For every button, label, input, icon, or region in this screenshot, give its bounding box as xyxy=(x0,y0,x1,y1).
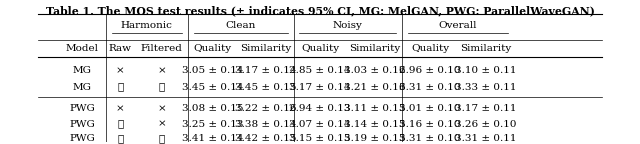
Text: ✓: ✓ xyxy=(117,134,124,143)
Text: Quality: Quality xyxy=(411,44,449,53)
Text: ✓: ✓ xyxy=(117,83,124,92)
Text: 3.16 ± 0.10: 3.16 ± 0.10 xyxy=(399,120,461,128)
Text: PWG: PWG xyxy=(69,134,95,143)
Text: PWG: PWG xyxy=(69,120,95,128)
Text: ✓: ✓ xyxy=(158,83,164,92)
Text: 3.05 ± 0.14: 3.05 ± 0.14 xyxy=(182,66,244,75)
Text: 3.07 ± 0.14: 3.07 ± 0.14 xyxy=(289,120,351,128)
Text: ×: × xyxy=(157,120,166,128)
Text: ✓: ✓ xyxy=(158,134,164,143)
Text: 3.01 ± 0.10: 3.01 ± 0.10 xyxy=(399,104,461,113)
Text: 3.22 ± 0.16: 3.22 ± 0.16 xyxy=(235,104,296,113)
Text: PWG: PWG xyxy=(69,104,95,113)
Text: Similarity: Similarity xyxy=(349,44,400,53)
Text: 3.17 ± 0.14: 3.17 ± 0.14 xyxy=(289,83,351,92)
Text: 3.17 ± 0.11: 3.17 ± 0.11 xyxy=(455,104,516,113)
Text: 3.25 ± 0.13: 3.25 ± 0.13 xyxy=(182,120,244,128)
Text: 3.03 ± 0.16: 3.03 ± 0.16 xyxy=(344,66,405,75)
Text: Filtered: Filtered xyxy=(141,44,182,53)
Text: Similarity: Similarity xyxy=(460,44,511,53)
Text: ×: × xyxy=(116,104,125,113)
Text: 2.85 ± 0.14: 2.85 ± 0.14 xyxy=(289,66,351,75)
Text: 3.21 ± 0.16: 3.21 ± 0.16 xyxy=(344,83,405,92)
Text: Noisy: Noisy xyxy=(333,21,363,30)
Text: 3.31 ± 0.10: 3.31 ± 0.10 xyxy=(399,134,461,143)
Text: Quality: Quality xyxy=(301,44,339,53)
Text: Similarity: Similarity xyxy=(240,44,291,53)
Text: 3.11 ± 0.15: 3.11 ± 0.15 xyxy=(344,104,405,113)
Text: Harmonic: Harmonic xyxy=(121,21,173,30)
Text: 3.15 ± 0.15: 3.15 ± 0.15 xyxy=(289,134,351,143)
Text: Raw: Raw xyxy=(109,44,132,53)
Text: 3.33 ± 0.11: 3.33 ± 0.11 xyxy=(455,83,516,92)
Text: 3.19 ± 0.15: 3.19 ± 0.15 xyxy=(344,134,405,143)
Text: 3.31 ± 0.11: 3.31 ± 0.11 xyxy=(455,134,516,143)
Text: 3.17 ± 0.14: 3.17 ± 0.14 xyxy=(235,66,296,75)
Text: 2.96 ± 0.10: 2.96 ± 0.10 xyxy=(399,66,461,75)
Text: 3.31 ± 0.10: 3.31 ± 0.10 xyxy=(399,83,461,92)
Text: Model: Model xyxy=(66,44,99,53)
Text: 3.42 ± 0.15: 3.42 ± 0.15 xyxy=(235,134,296,143)
Text: ×: × xyxy=(157,66,166,75)
Text: Quality: Quality xyxy=(194,44,232,53)
Text: ✓: ✓ xyxy=(117,120,124,128)
Text: Table 1. The MOS test results (± indicates 95% CI, MG: MelGAN, PWG: ParallelWave: Table 1. The MOS test results (± indicat… xyxy=(45,5,595,16)
Text: MG: MG xyxy=(73,66,92,75)
Text: 3.45 ± 0.14: 3.45 ± 0.14 xyxy=(182,83,244,92)
Text: Overall: Overall xyxy=(439,21,477,30)
Text: 3.45 ± 0.15: 3.45 ± 0.15 xyxy=(235,83,296,92)
Text: ×: × xyxy=(116,66,125,75)
Text: MG: MG xyxy=(73,83,92,92)
Text: 3.41 ± 0.14: 3.41 ± 0.14 xyxy=(182,134,244,143)
Text: 3.26 ± 0.10: 3.26 ± 0.10 xyxy=(455,120,516,128)
Text: ×: × xyxy=(157,104,166,113)
Text: 2.94 ± 0.13: 2.94 ± 0.13 xyxy=(289,104,351,113)
Text: 3.14 ± 0.15: 3.14 ± 0.15 xyxy=(344,120,405,128)
Text: 3.10 ± 0.11: 3.10 ± 0.11 xyxy=(455,66,516,75)
Text: Clean: Clean xyxy=(225,21,256,30)
Text: 3.08 ± 0.15: 3.08 ± 0.15 xyxy=(182,104,244,113)
Text: 3.38 ± 0.14: 3.38 ± 0.14 xyxy=(235,120,296,128)
